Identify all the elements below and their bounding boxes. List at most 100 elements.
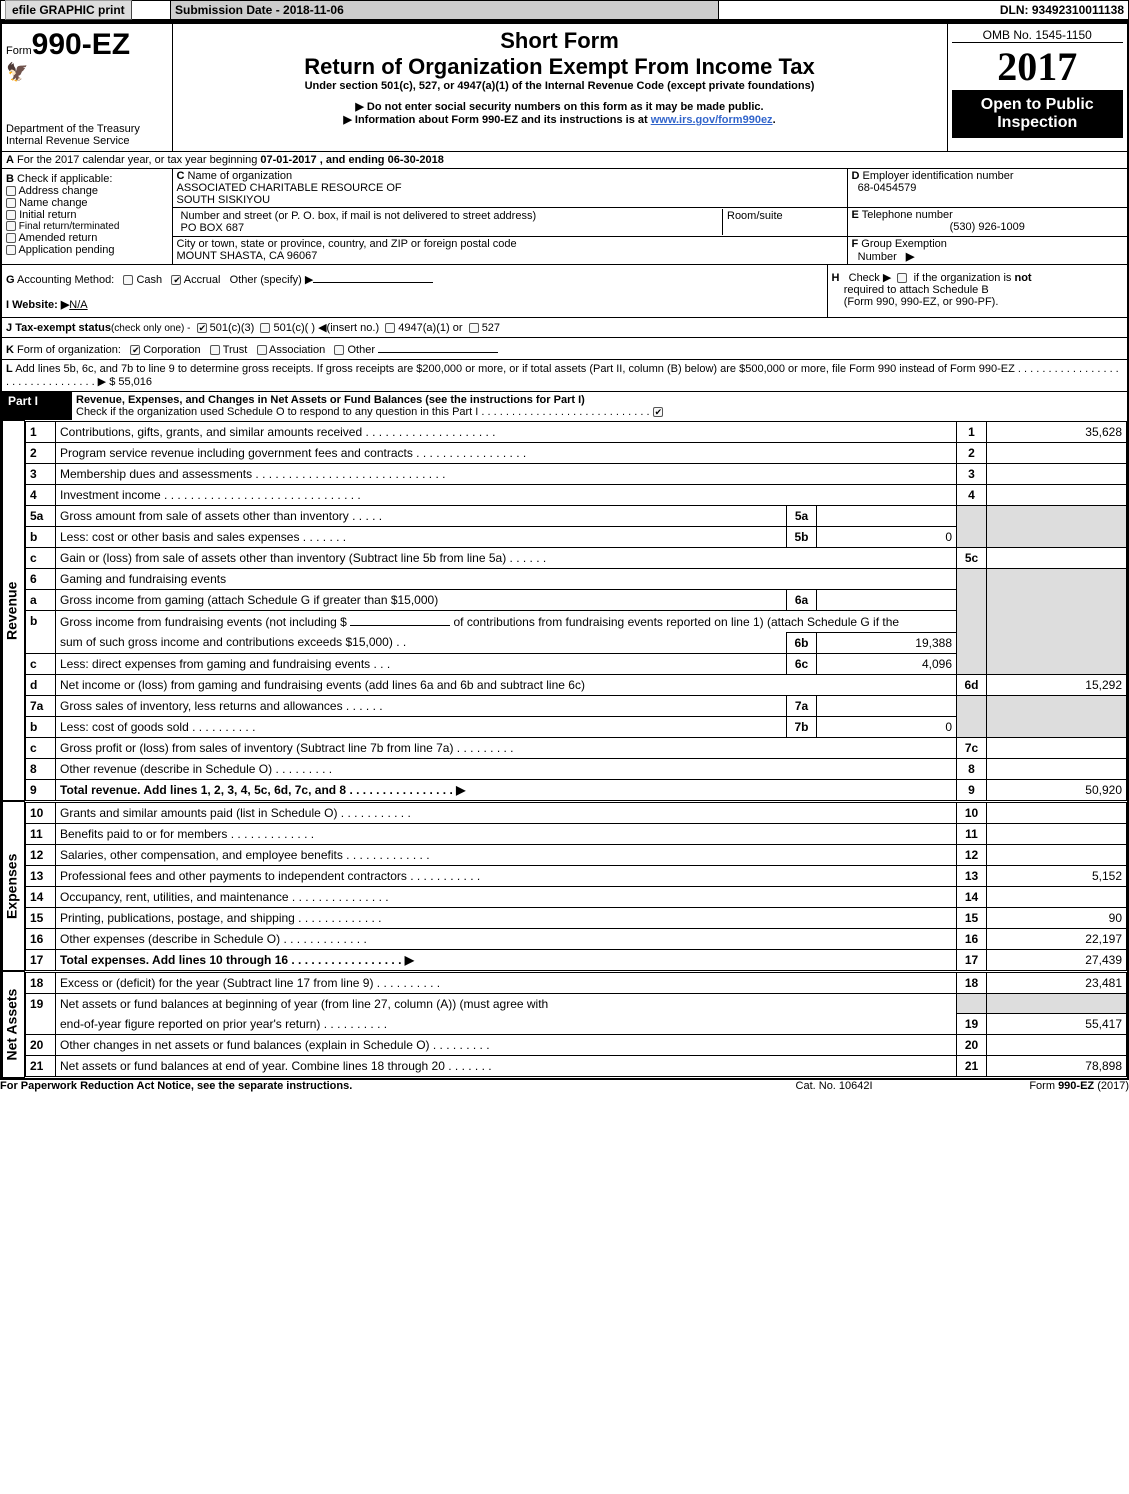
row-6: 6Gaming and fundraising events bbox=[26, 568, 1127, 589]
b-item-1: Name change bbox=[19, 197, 88, 209]
g-cash: Cash bbox=[136, 274, 162, 286]
note-info-post: . bbox=[773, 114, 776, 126]
part1-title-cell: Revenue, Expenses, and Changes in Net As… bbox=[72, 392, 1127, 421]
box-b: B Check if applicable: Address change Na… bbox=[2, 169, 172, 265]
cb-schedule-o[interactable] bbox=[653, 407, 663, 417]
cb-schedule-b[interactable] bbox=[897, 273, 907, 283]
rno-10: 10 bbox=[957, 802, 987, 823]
lno-5c: c bbox=[26, 547, 56, 568]
subval-7a bbox=[817, 695, 957, 716]
rno-1: 1 bbox=[957, 421, 987, 442]
desc-13: Professional fees and other payments to … bbox=[56, 865, 957, 886]
phone-value: (530) 926-1009 bbox=[852, 221, 1124, 233]
row-14: 14Occupancy, rent, utilities, and mainte… bbox=[26, 886, 1127, 907]
subno-5a: 5a bbox=[787, 505, 817, 526]
k-o3: Association bbox=[269, 344, 325, 356]
cb-accrual[interactable] bbox=[171, 275, 181, 285]
cb-other-org[interactable] bbox=[334, 345, 344, 355]
l-value: 55,016 bbox=[118, 376, 152, 388]
rval-8 bbox=[987, 758, 1127, 779]
lno-17: 17 bbox=[26, 949, 56, 970]
cb-initial-return[interactable] bbox=[6, 210, 16, 220]
line-a-pre: For the 2017 calendar year, or tax year … bbox=[17, 154, 260, 166]
desc-6a: Gross income from gaming (attach Schedul… bbox=[56, 589, 787, 610]
row-16: 16Other expenses (describe in Schedule O… bbox=[26, 928, 1127, 949]
lno-6a: a bbox=[26, 589, 56, 610]
e-letter: E bbox=[852, 209, 859, 221]
cb-527[interactable] bbox=[469, 323, 479, 333]
cb-name-change[interactable] bbox=[6, 198, 16, 208]
b-item-2: Initial return bbox=[19, 209, 76, 221]
box-f: F Group Exemption Number ▶ bbox=[847, 237, 1127, 265]
form-word: Form bbox=[6, 45, 32, 57]
cb-address-change[interactable] bbox=[6, 186, 16, 196]
lno-6c: c bbox=[26, 653, 56, 674]
row-13: 13Professional fees and other payments t… bbox=[26, 865, 1127, 886]
rval-7c bbox=[987, 737, 1127, 758]
rno-9: 9 bbox=[957, 779, 987, 800]
cb-corporation[interactable] bbox=[130, 345, 140, 355]
irs-link[interactable]: www.irs.gov/form990ez bbox=[651, 114, 773, 126]
j-o1: 501(c)(3) bbox=[210, 322, 255, 334]
h-letter: H bbox=[832, 272, 840, 284]
part1-label: Part I bbox=[2, 392, 72, 421]
header-left: Form990-EZ 🦅 Department of the Treasury … bbox=[2, 23, 172, 151]
cb-cash[interactable] bbox=[123, 275, 133, 285]
rno-21: 21 bbox=[957, 1056, 987, 1077]
efile-button[interactable]: efile GRAPHIC print bbox=[5, 0, 132, 20]
line-j: J Tax-exempt status(check only one) - 50… bbox=[2, 317, 1127, 337]
rno-14: 14 bbox=[957, 886, 987, 907]
header-center: Short Form Return of Organization Exempt… bbox=[172, 23, 947, 151]
cb-trust[interactable] bbox=[210, 345, 220, 355]
cb-final-return[interactable] bbox=[6, 221, 16, 231]
row-12: 12Salaries, other compensation, and empl… bbox=[26, 844, 1127, 865]
form-body: Form990-EZ 🦅 Department of the Treasury … bbox=[0, 20, 1129, 1080]
dept-treasury: Department of the Treasury bbox=[6, 123, 168, 135]
footer-right-pre: Form bbox=[1029, 1080, 1058, 1092]
l-letter: L bbox=[6, 363, 13, 375]
lno-18: 18 bbox=[26, 972, 56, 993]
lno-5a: 5a bbox=[26, 505, 56, 526]
cb-amended-return[interactable] bbox=[6, 233, 16, 243]
cb-501c3[interactable] bbox=[197, 323, 207, 333]
box-c-city: City or town, state or province, country… bbox=[172, 237, 847, 265]
i-label: Website: ▶ bbox=[12, 299, 69, 311]
line-k: K Form of organization: Corporation Trus… bbox=[2, 337, 1127, 359]
box-e: E Telephone number (530) 926-1009 bbox=[847, 208, 1127, 237]
topbar-efile: efile GRAPHIC print bbox=[1, 1, 171, 20]
row-9: 9Total revenue. Add lines 1, 2, 3, 4, 5c… bbox=[26, 779, 1127, 800]
cb-4947[interactable] bbox=[385, 323, 395, 333]
rno-5c: 5c bbox=[957, 547, 987, 568]
room-cell: Room/suite bbox=[723, 209, 843, 235]
desc-6b-pre: Gross income from fundraising events (no… bbox=[60, 615, 350, 629]
row-7a: 7aGross sales of inventory, less returns… bbox=[26, 695, 1127, 716]
ein-value: 68-0454579 bbox=[858, 182, 917, 194]
d-letter: D bbox=[852, 170, 860, 182]
lno-4: 4 bbox=[26, 484, 56, 505]
shade-7v bbox=[987, 695, 1127, 737]
cb-application-pending[interactable] bbox=[6, 245, 16, 255]
c-street-label: Number and street (or P. O. box, if mail… bbox=[181, 210, 537, 222]
rval-19: 55,417 bbox=[987, 1014, 1127, 1035]
shade-5v bbox=[987, 505, 1127, 547]
revenue-grid: 1Contributions, gifts, grants, and simil… bbox=[25, 421, 1127, 801]
desc-11: Benefits paid to or for members . . . . … bbox=[56, 823, 957, 844]
room-label: Room/suite bbox=[727, 210, 783, 222]
k-letter: K bbox=[6, 344, 14, 356]
box-c-street: Number and street (or P. O. box, if mail… bbox=[172, 208, 847, 237]
b-item-5: Application pending bbox=[18, 244, 114, 256]
netassets-block: Net Assets 18Excess or (deficit) for the… bbox=[2, 971, 1127, 1078]
street-cell: Number and street (or P. O. box, if mail… bbox=[177, 209, 723, 235]
subval-6b: 19,388 bbox=[817, 632, 957, 653]
j-o2: 501(c)( ) ◀(insert no.) bbox=[273, 322, 379, 334]
cb-501c[interactable] bbox=[260, 323, 270, 333]
rval-6d: 15,292 bbox=[987, 674, 1127, 695]
subval-6c: 4,096 bbox=[817, 653, 957, 674]
rval-3 bbox=[987, 463, 1127, 484]
lno-13: 13 bbox=[26, 865, 56, 886]
desc-19-2: end-of-year figure reported on prior yea… bbox=[56, 1014, 957, 1035]
cb-association[interactable] bbox=[257, 345, 267, 355]
row-6d: dNet income or (loss) from gaming and fu… bbox=[26, 674, 1127, 695]
subval-6a bbox=[817, 589, 957, 610]
rno-19: 19 bbox=[957, 1014, 987, 1035]
